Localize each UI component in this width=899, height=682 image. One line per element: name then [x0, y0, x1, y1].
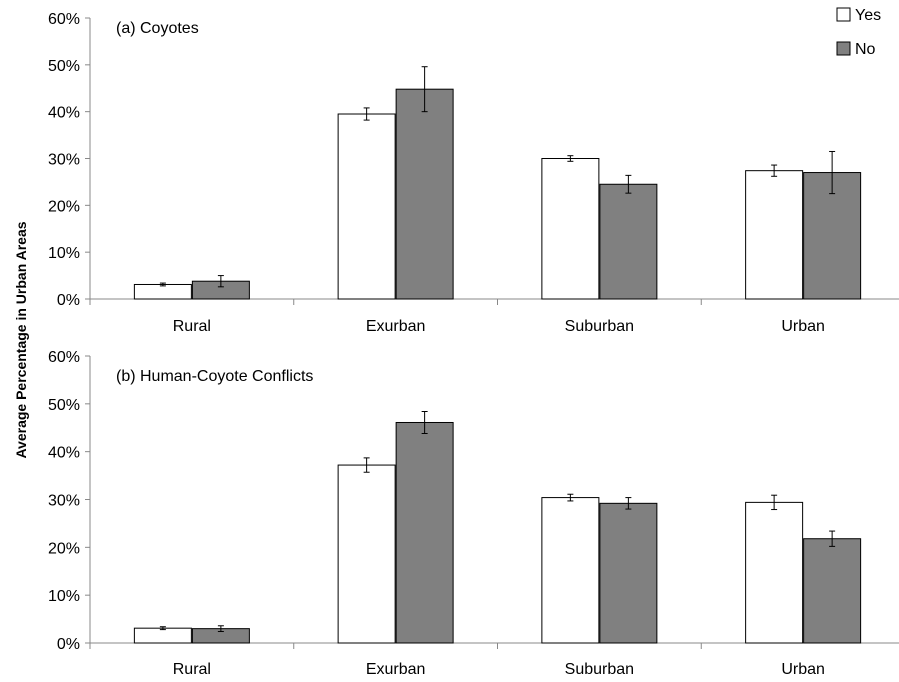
y-tick-label: 30% [48, 493, 80, 510]
bar-no [395, 88, 454, 300]
bar-yes [337, 113, 396, 300]
bar-no [395, 421, 454, 644]
bar-yes [133, 627, 192, 644]
legend-label-no: No [855, 41, 876, 58]
bar-yes [541, 158, 600, 300]
category-label: Urban [781, 318, 825, 335]
y-tick-label: 30% [48, 152, 80, 169]
y-tick-label: 10% [48, 245, 80, 262]
category-label: Suburban [565, 318, 634, 335]
panel-title: (a) Coyotes [116, 20, 199, 37]
category-label: Urban [781, 661, 825, 678]
legend: Yes No [836, 7, 881, 58]
y-axis-title: Average Percentage in Urban Areas [13, 221, 29, 458]
bar-yes [745, 501, 804, 644]
panel-human-coyote-conflicts: 0% 10% 20% 30% 40% 50% 60% (b) Human-Coyote Con… [48, 349, 899, 678]
bar-yes [745, 170, 804, 300]
y-tick-label: 20% [48, 540, 80, 557]
panel-coyotes: 0% 10% 20% 30% 40% 50% 60% (a) Coyotes Rural Exur… [48, 11, 899, 335]
bar-no [803, 538, 862, 644]
bar-yes [541, 497, 600, 644]
y-tick-label: 60% [48, 11, 80, 28]
y-tick-label: 60% [48, 349, 80, 366]
y-tick-label: 10% [48, 588, 80, 605]
panel-title: (b) Human-Coyote Conflicts [116, 368, 313, 385]
y-tick-label: 50% [48, 397, 80, 414]
y-tick-label: 0% [57, 292, 80, 309]
category-label: Rural [173, 318, 211, 335]
legend-swatch-yes [836, 7, 851, 22]
category-label: Suburban [565, 661, 634, 678]
bar-yes [337, 464, 396, 644]
y-tick-label: 20% [48, 198, 80, 215]
y-tick-label: 0% [57, 636, 80, 653]
y-tick-label: 40% [48, 105, 80, 122]
bar-yes [133, 283, 192, 300]
category-label: Exurban [366, 661, 426, 678]
bar-no [599, 183, 658, 300]
y-tick-label: 40% [48, 445, 80, 462]
category-label: Rural [173, 661, 211, 678]
legend-label-yes: Yes [855, 7, 881, 24]
category-label: Exurban [366, 318, 426, 335]
bar-no [599, 502, 658, 644]
y-tick-label: 50% [48, 58, 80, 75]
legend-swatch-no [836, 41, 851, 56]
